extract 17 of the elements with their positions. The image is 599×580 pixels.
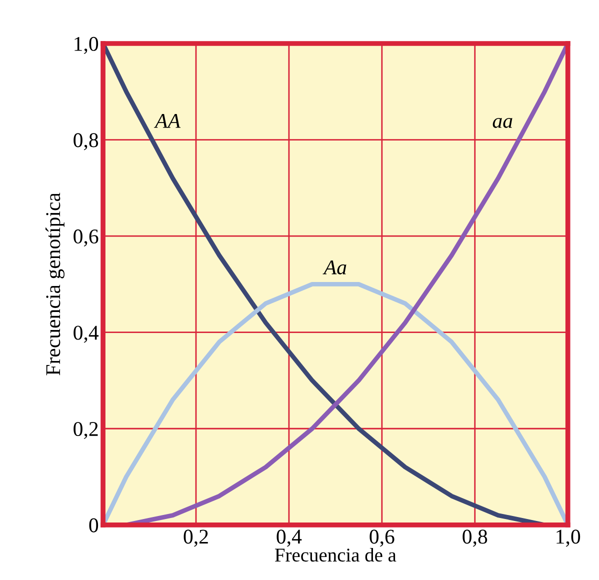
y-tick-label: 0,6 [74, 229, 98, 246]
x-tick-label: 0,2 [184, 530, 208, 547]
y-tick-label: 0,4 [74, 326, 99, 343]
y-tick-label: 0,8 [74, 133, 98, 150]
x-tick-label: 1,0 [556, 530, 580, 547]
y-tick-label: 1,0 [74, 36, 98, 54]
series-label: aa [492, 118, 512, 128]
series-label: AA [154, 114, 181, 128]
y-axis-title: Frecuencia genotípica [46, 192, 64, 376]
x-axis-title: Frecuencia de a [275, 548, 396, 562]
y-tick-label: 0 [89, 518, 98, 532]
y-tick-label: 0,2 [74, 422, 98, 440]
x-tick-label: 0,6 [370, 530, 394, 547]
x-tick-label: 0,8 [462, 530, 488, 547]
line-series [103, 282, 568, 525]
series-label: Aa [322, 260, 346, 274]
x-tick-label: 0,4 [276, 530, 302, 547]
